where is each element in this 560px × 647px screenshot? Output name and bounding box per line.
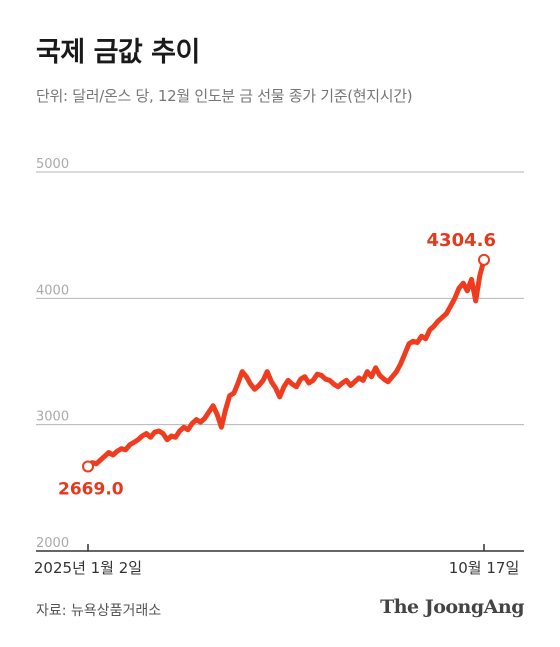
grid-layer: 2000 3000 4000 5000 2025년 1월 2일 10월 17일 [34,157,524,577]
chart-title: 국제 금값 추이 [36,37,200,68]
series-layer [85,257,487,469]
x-tick-label-1: 10월 17일 [449,559,520,577]
start-value-label: 2669.0 [58,479,124,499]
y-tick-label-5000: 5000 [36,157,69,172]
source-note: 자료: 뉴욕상품거래소 [36,603,162,619]
end-marker [478,253,490,266]
marker-layer: 2669.0 4304.6 [58,230,496,500]
chart-subtitle: 단위: 달러/온스 당, 12월 인도분 금 선물 종가 기준(현지시간) [36,87,413,105]
gold-price-line [85,257,487,469]
x-tick-label-0: 2025년 1월 2일 [34,559,142,577]
brand-logo: The JoongAng [380,596,524,618]
y-tick-label-4000: 4000 [36,283,69,298]
end-value-label: 4304.6 [427,230,496,251]
y-tick-label-2000: 2000 [36,536,69,551]
start-marker [82,460,94,473]
y-tick-label-3000: 3000 [36,410,69,425]
